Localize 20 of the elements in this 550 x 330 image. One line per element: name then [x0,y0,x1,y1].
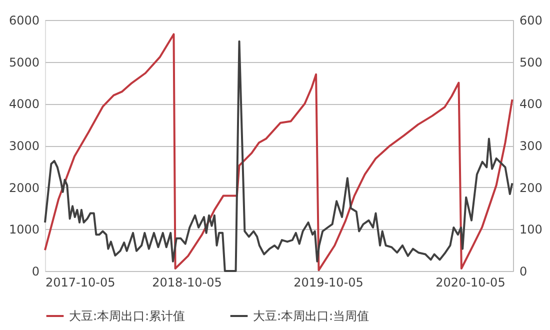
y2-tick-label: 400 [520,97,542,112]
x-tick-label: 2018-10-05 [152,276,222,290]
y-tick-label: 0 [32,264,40,278]
x-tick-label: 2019-10-05 [294,276,364,290]
y-tick-label: 6000 [8,14,40,28]
x-tick-label: 2020-10-05 [436,276,506,290]
legend-label: 大豆:本周出口:当周值 [253,309,370,323]
y-tick-label: 4000 [8,97,40,112]
legend-label: 大豆:本周出口:累计值 [69,309,186,323]
y-tick-label: 1000 [8,222,40,237]
y2-tick-label: 100 [520,222,542,237]
y-tick-label: 5000 [8,55,40,70]
y2-tick-label: 300 [520,139,542,153]
y2-tick-label: 500 [520,55,542,70]
y2-tick-label: 0 [520,264,528,278]
y2-tick-label: 600 [520,14,542,28]
x-tick-label: 2017-10-05 [46,276,116,290]
y-tick-label: 3000 [8,139,40,153]
y-tick-label: 2000 [8,180,40,195]
y2-tick-label: 200 [520,180,542,195]
